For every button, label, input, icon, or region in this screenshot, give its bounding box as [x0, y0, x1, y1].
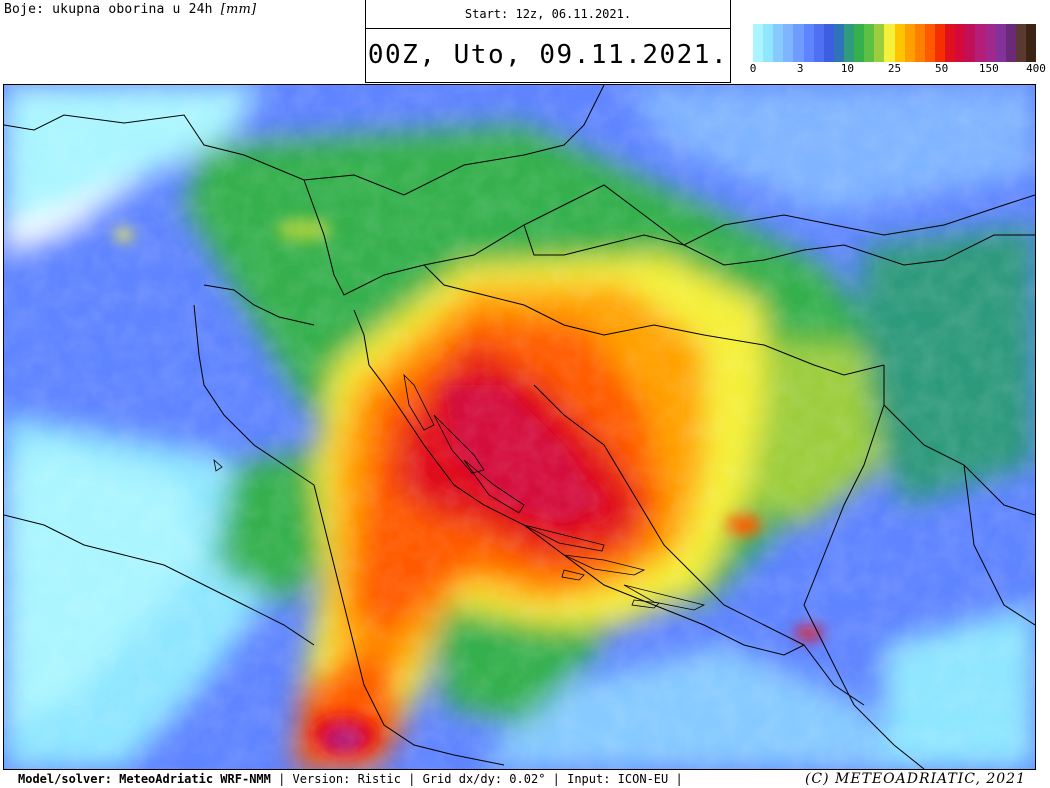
color-scale-tick: 50 — [935, 62, 949, 75]
islands — [213, 373, 706, 611]
color-scale-tick: 150 — [978, 62, 999, 75]
color-scale-tick: 10 — [840, 62, 854, 75]
color-scale-swatch — [793, 24, 804, 62]
color-scale-swatch — [753, 24, 764, 62]
unit-text: [mm] — [220, 2, 257, 17]
run-start: Start: 12z, 06.11.2021. — [366, 0, 730, 29]
color-scale-tick: 3 — [796, 62, 804, 75]
color-scale-swatch — [904, 24, 915, 62]
valid-time: 00Z, Uto, 09.11.2021. — [367, 40, 729, 70]
color-scale-swatch — [783, 24, 794, 62]
color-scale-swatch — [813, 24, 824, 62]
color-scale-tick: 25 — [887, 62, 902, 75]
color-scale-swatch — [945, 24, 956, 62]
color-scale-swatch — [1015, 24, 1026, 62]
color-scale-swatch — [884, 24, 895, 62]
map-description: Boje: ukupna oborina u 24h [mm] — [4, 2, 256, 17]
model-label: Model/solver: — [18, 772, 112, 786]
borders — [4, 85, 1035, 769]
color-scale-swatch — [995, 24, 1006, 62]
color-scale-swatch — [823, 24, 834, 62]
model-info: Model/solver: MeteoAdriatic WRF-NMM | Ve… — [18, 772, 683, 786]
color-scale-ticks: 0 3 10 25 50 150 400 — [749, 62, 1046, 76]
color-scale-tick: 0 — [749, 62, 757, 75]
footer: Model/solver: MeteoAdriatic WRF-NMM | Ve… — [0, 770, 1050, 788]
description-text: Boje: ukupna oborina u 24h — [4, 2, 213, 17]
color-scale-swatch — [833, 24, 844, 62]
color-scale-swatch — [1005, 24, 1016, 62]
color-scale-swatch — [985, 24, 996, 62]
color-scale-tick: 400 — [1026, 62, 1046, 75]
color-scale-swatch — [955, 24, 966, 62]
color-scale-swatch — [854, 24, 865, 62]
color-scale-swatch — [914, 24, 925, 62]
header: Boje: ukupna oborina u 24h [mm] Start: 1… — [0, 0, 1050, 84]
color-scale-swatch — [1025, 24, 1037, 62]
color-scale — [753, 24, 1037, 62]
texture-overlay — [4, 85, 1035, 769]
color-scale-swatch — [975, 24, 986, 62]
copyright: (C) METEOADRIATIC, 2021 — [804, 771, 1026, 787]
model-name: MeteoAdriatic WRF-NMM — [119, 772, 271, 786]
precipitation-map — [3, 84, 1036, 770]
color-scale-swatch — [803, 24, 814, 62]
color-scale-swatch — [864, 24, 875, 62]
color-scale-swatch — [934, 24, 946, 62]
color-scale-swatch — [773, 24, 784, 62]
color-scale-bar — [753, 24, 1037, 62]
color-scale-swatch — [874, 24, 885, 62]
color-scale-swatch — [965, 24, 976, 62]
color-scale-swatch — [924, 24, 935, 62]
color-scale-swatch — [843, 24, 855, 62]
color-scale-swatch — [894, 24, 905, 62]
version-info: | Version: Ristic | Grid dx/dy: 0.02° | … — [278, 772, 683, 786]
color-scale-swatch — [763, 24, 774, 62]
map-canvas — [4, 85, 1035, 769]
time-box: Start: 12z, 06.11.2021. 00Z, Uto, 09.11.… — [365, 0, 731, 83]
